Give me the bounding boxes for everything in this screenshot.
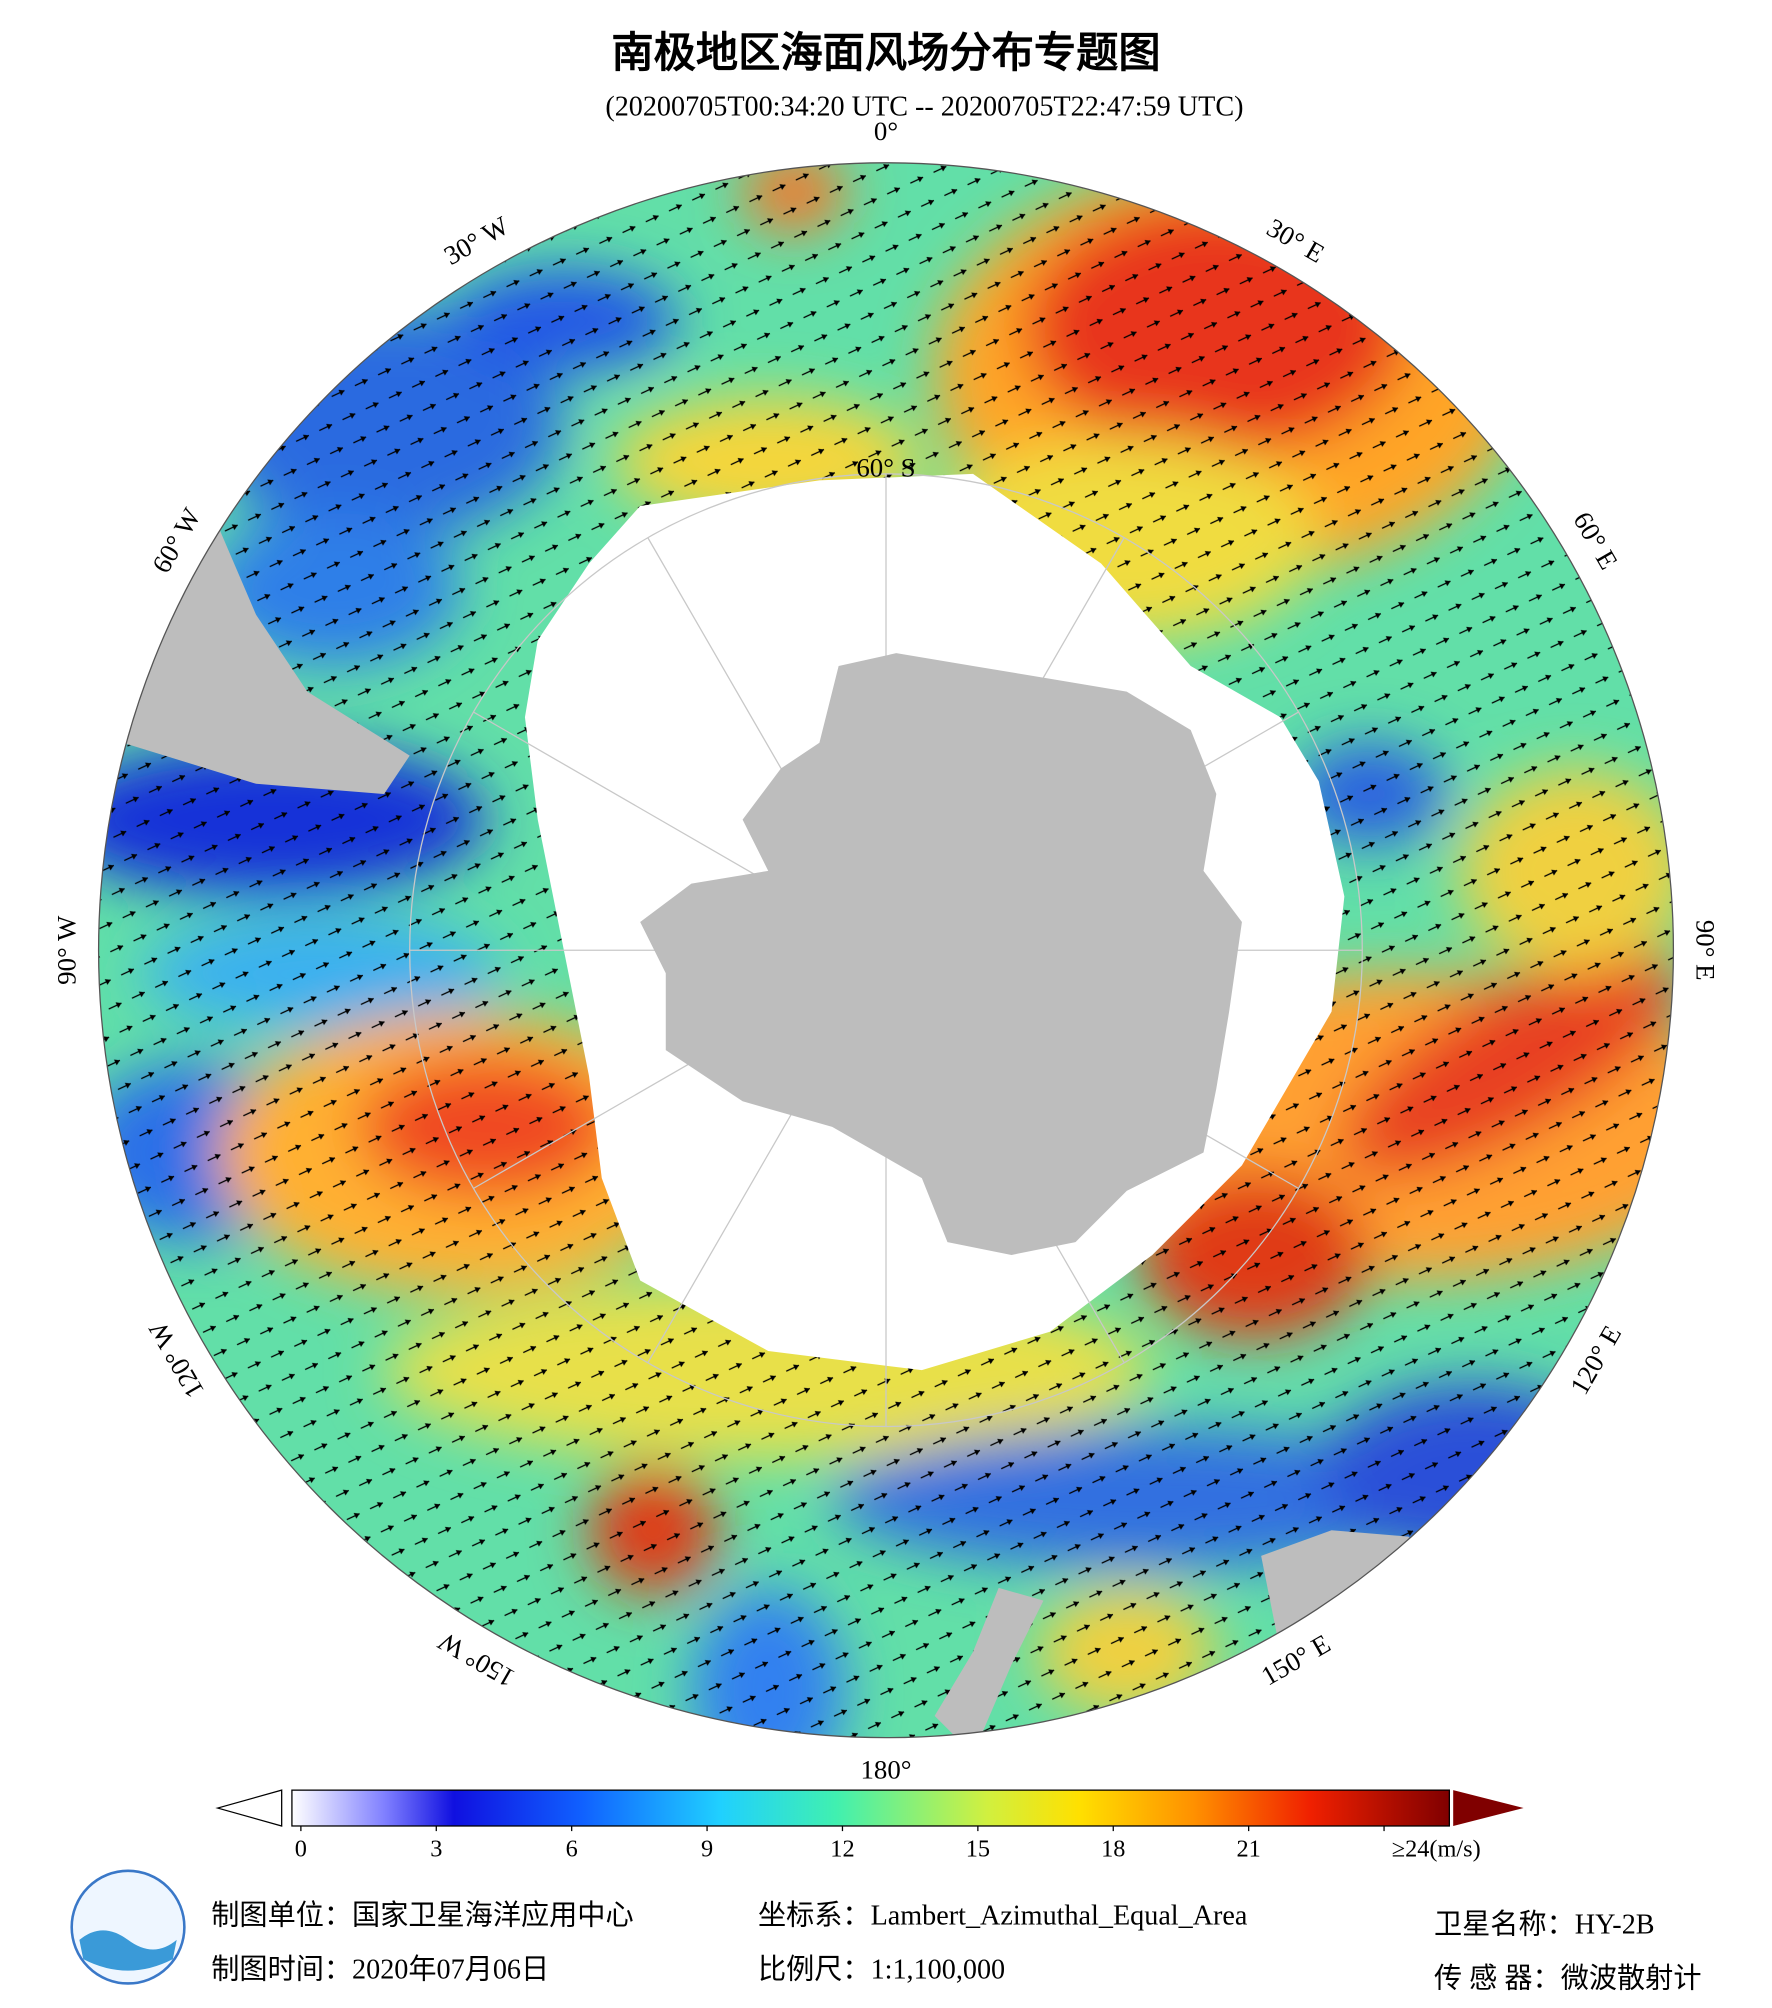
scale: 比例尺：1:1,100,000 (758, 1953, 1005, 1985)
longitude-label: 90° E (1690, 920, 1720, 981)
latitude-label: 60° S (856, 452, 915, 482)
subtitle: (20200705T00:34:20 UTC -- 20200705T22:47… (605, 91, 1243, 122)
colorbar-tick-label: 6 (566, 1836, 578, 1863)
longitude-label: 0° (874, 116, 898, 146)
organization: 制图单位：国家卫星海洋应用中心 (211, 1900, 633, 1932)
sensor: 传 感 器：微波散射计 (1434, 1962, 1702, 1994)
logo-wave (79, 1930, 177, 1971)
colorbar-bar (291, 1789, 1450, 1827)
colorbar-tick-label: ≥24(m/s) (1392, 1836, 1481, 1863)
longitude-label: 60° E (1567, 507, 1623, 575)
footer: 制图单位：国家卫星海洋应用中心 制图时间：2020年07月06日 坐标系：Lam… (70, 1869, 1702, 1994)
projection: 坐标系：Lambert_Azimuthal_Equal_Area (758, 1900, 1248, 1932)
colorbar-tick-label: 21 (1237, 1836, 1261, 1863)
longitude-label: 90° W (52, 915, 82, 985)
colorbar-max-arrow (1453, 1790, 1524, 1826)
colorbar-tick-label: 18 (1101, 1836, 1125, 1863)
colorbar-tick-label: 12 (830, 1836, 854, 1863)
longitude-label: 180° (860, 1755, 911, 1785)
colorbar-tick-label: 15 (966, 1836, 990, 1863)
date: 制图时间：2020年07月06日 (211, 1953, 549, 1985)
title: 南极地区海面风场分布专题图 (611, 30, 1160, 77)
colorbar-min-arrow (215, 1789, 283, 1827)
colorbar-tick-label: 0 (295, 1836, 307, 1863)
colorbar-tick-label: 9 (701, 1836, 713, 1863)
antarctica (640, 653, 1242, 1255)
colorbar-tick-label: 3 (430, 1836, 442, 1863)
map-border (97, 162, 1675, 1739)
colorbar: 0 3 6 9 12 15 18 21 ≥24(m/s) (215, 1789, 1524, 1863)
longitude-label: 30° E (1262, 212, 1330, 268)
satellite: 卫星名称：HY-2B (1434, 1909, 1655, 1941)
